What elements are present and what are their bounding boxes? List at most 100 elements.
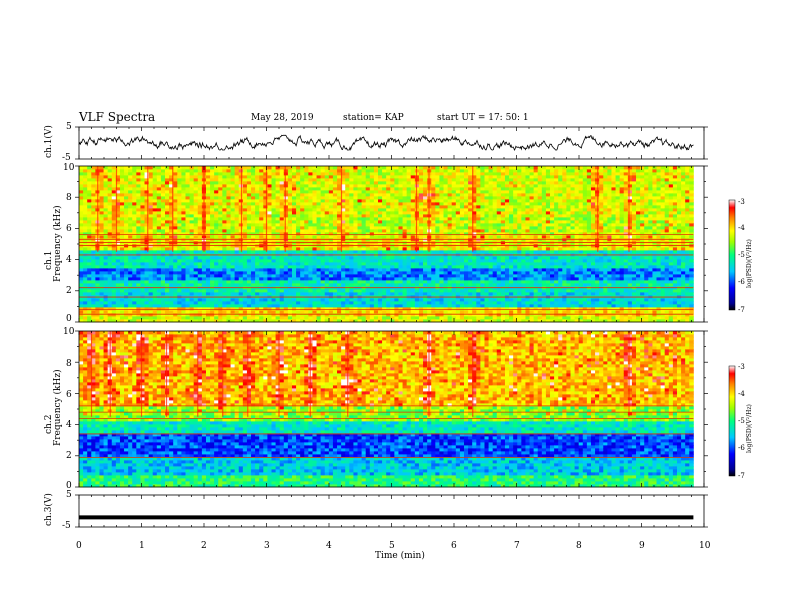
spectrogram-cell [103,178,109,182]
spectrogram-cell [201,259,207,263]
spectrogram-cell [345,307,350,311]
spectrogram-cell [451,190,457,194]
spectrogram-cell [353,229,358,233]
spectrogram-cell [386,229,391,233]
spectrogram-cell [418,172,424,176]
spectrogram-cell [439,268,444,272]
spectrogram-cell [414,202,420,206]
spectrogram-cell [394,211,399,215]
spectrogram-cell [361,184,367,188]
spectrogram-cell [332,316,338,320]
spectrogram-cell [124,178,129,182]
spectrogram-cell [189,265,195,269]
spectrogram-cell [410,319,416,323]
spectrogram-cell [128,181,133,185]
x-tick-label: 4 [326,541,332,551]
spectrogram-cell [152,310,158,314]
spectrogram-cell [156,268,162,272]
spectrogram-cell [423,280,428,284]
spectrogram-cell [91,259,96,263]
spectrogram-cell [259,304,264,308]
spectrogram-cell [386,304,391,308]
spectrogram-cell [144,202,150,206]
spectrogram-cell [234,274,240,278]
spectrogram-cell [427,298,432,302]
spectrogram-cell [226,232,231,236]
spectrogram-cell [156,232,162,236]
spectrogram-cell [443,277,449,281]
spectrogram-cell [230,259,236,263]
spectrogram-cell [132,205,137,209]
spectrogram-cell [369,259,375,263]
spectrogram-cell [148,307,154,311]
spectrogram-cell [165,256,170,260]
spectrogram-cell [185,181,190,185]
spectrogram-cell [357,199,363,203]
spectrogram-cell [267,196,272,200]
spectrogram-cell [283,232,289,236]
spectrogram-cell [308,205,313,209]
spectrogram-cell [406,280,412,284]
spectrogram-cell [156,250,162,254]
spectrogram-cell [205,229,211,233]
spectrogram-cell [300,259,305,263]
spectrogram-cell [177,307,182,311]
spectrogram-cell [406,223,412,227]
spectrogram-cell [136,280,141,284]
spectrogram-cell [144,259,150,263]
spectrogram-cell [357,313,363,317]
spectrogram-cell [246,271,252,275]
spectrogram-cell [406,172,412,176]
spectrogram-cell [128,298,133,302]
spectrogram-cell [144,319,150,323]
spectrogram-cell [332,271,338,275]
spectrogram-cell [115,265,121,269]
spectrogram-cell [291,172,297,176]
spectrogram-cell [361,280,367,284]
spectrogram-cell [365,256,371,260]
spectrogram-cell [107,226,113,230]
spectrogram-cell [230,232,236,236]
spectrogram-cell [443,187,449,191]
spectrogram-cell [152,199,158,203]
spectrogram-cell [279,283,285,287]
spectrogram-cell [259,187,264,191]
spectrogram-cell [107,256,113,260]
spectrogram-cell [230,181,236,185]
spectrogram-cell [414,283,420,287]
spectrogram-cell [410,217,416,221]
spectrogram-cell [439,301,444,305]
spectrogram-cell [324,223,330,227]
spectrogram-cell [99,208,104,212]
spectrogram-cell [349,316,354,320]
spectrogram-cell [308,235,313,239]
spectrogram-cell [451,205,457,209]
spectrogram-cell [226,280,231,284]
spectrogram-cell [459,304,465,308]
spectrogram-cell [173,229,178,233]
spectrogram-cell [136,229,141,233]
spectrogram-cell [230,217,236,221]
spectrogram-cell [160,202,166,206]
spectrogram-cell [210,247,215,251]
spectrogram-cell [431,199,436,203]
spectrogram-cell [160,172,166,176]
spectrogram-cell [246,175,252,179]
spectrogram-cell [332,268,338,272]
spectrogram-cell [173,247,178,251]
spectrogram-cell [185,298,190,302]
spectrogram-cell [246,268,252,272]
spectrogram-cell [353,193,358,197]
spectrogram-cell [361,250,367,254]
spectrogram-cell [312,226,317,230]
spectrogram-cell [418,175,424,179]
spectrogram-cell [369,280,375,284]
spectrogram-cell [287,193,293,197]
spectrogram-cell [398,178,403,182]
spectrogram-cell [128,256,133,260]
spectrogram-cell [193,190,199,194]
spectrogram-cell [316,268,322,272]
spectrogram-cell [222,187,227,191]
spectrogram-cell [271,166,276,170]
spectrogram-cell [242,307,248,311]
